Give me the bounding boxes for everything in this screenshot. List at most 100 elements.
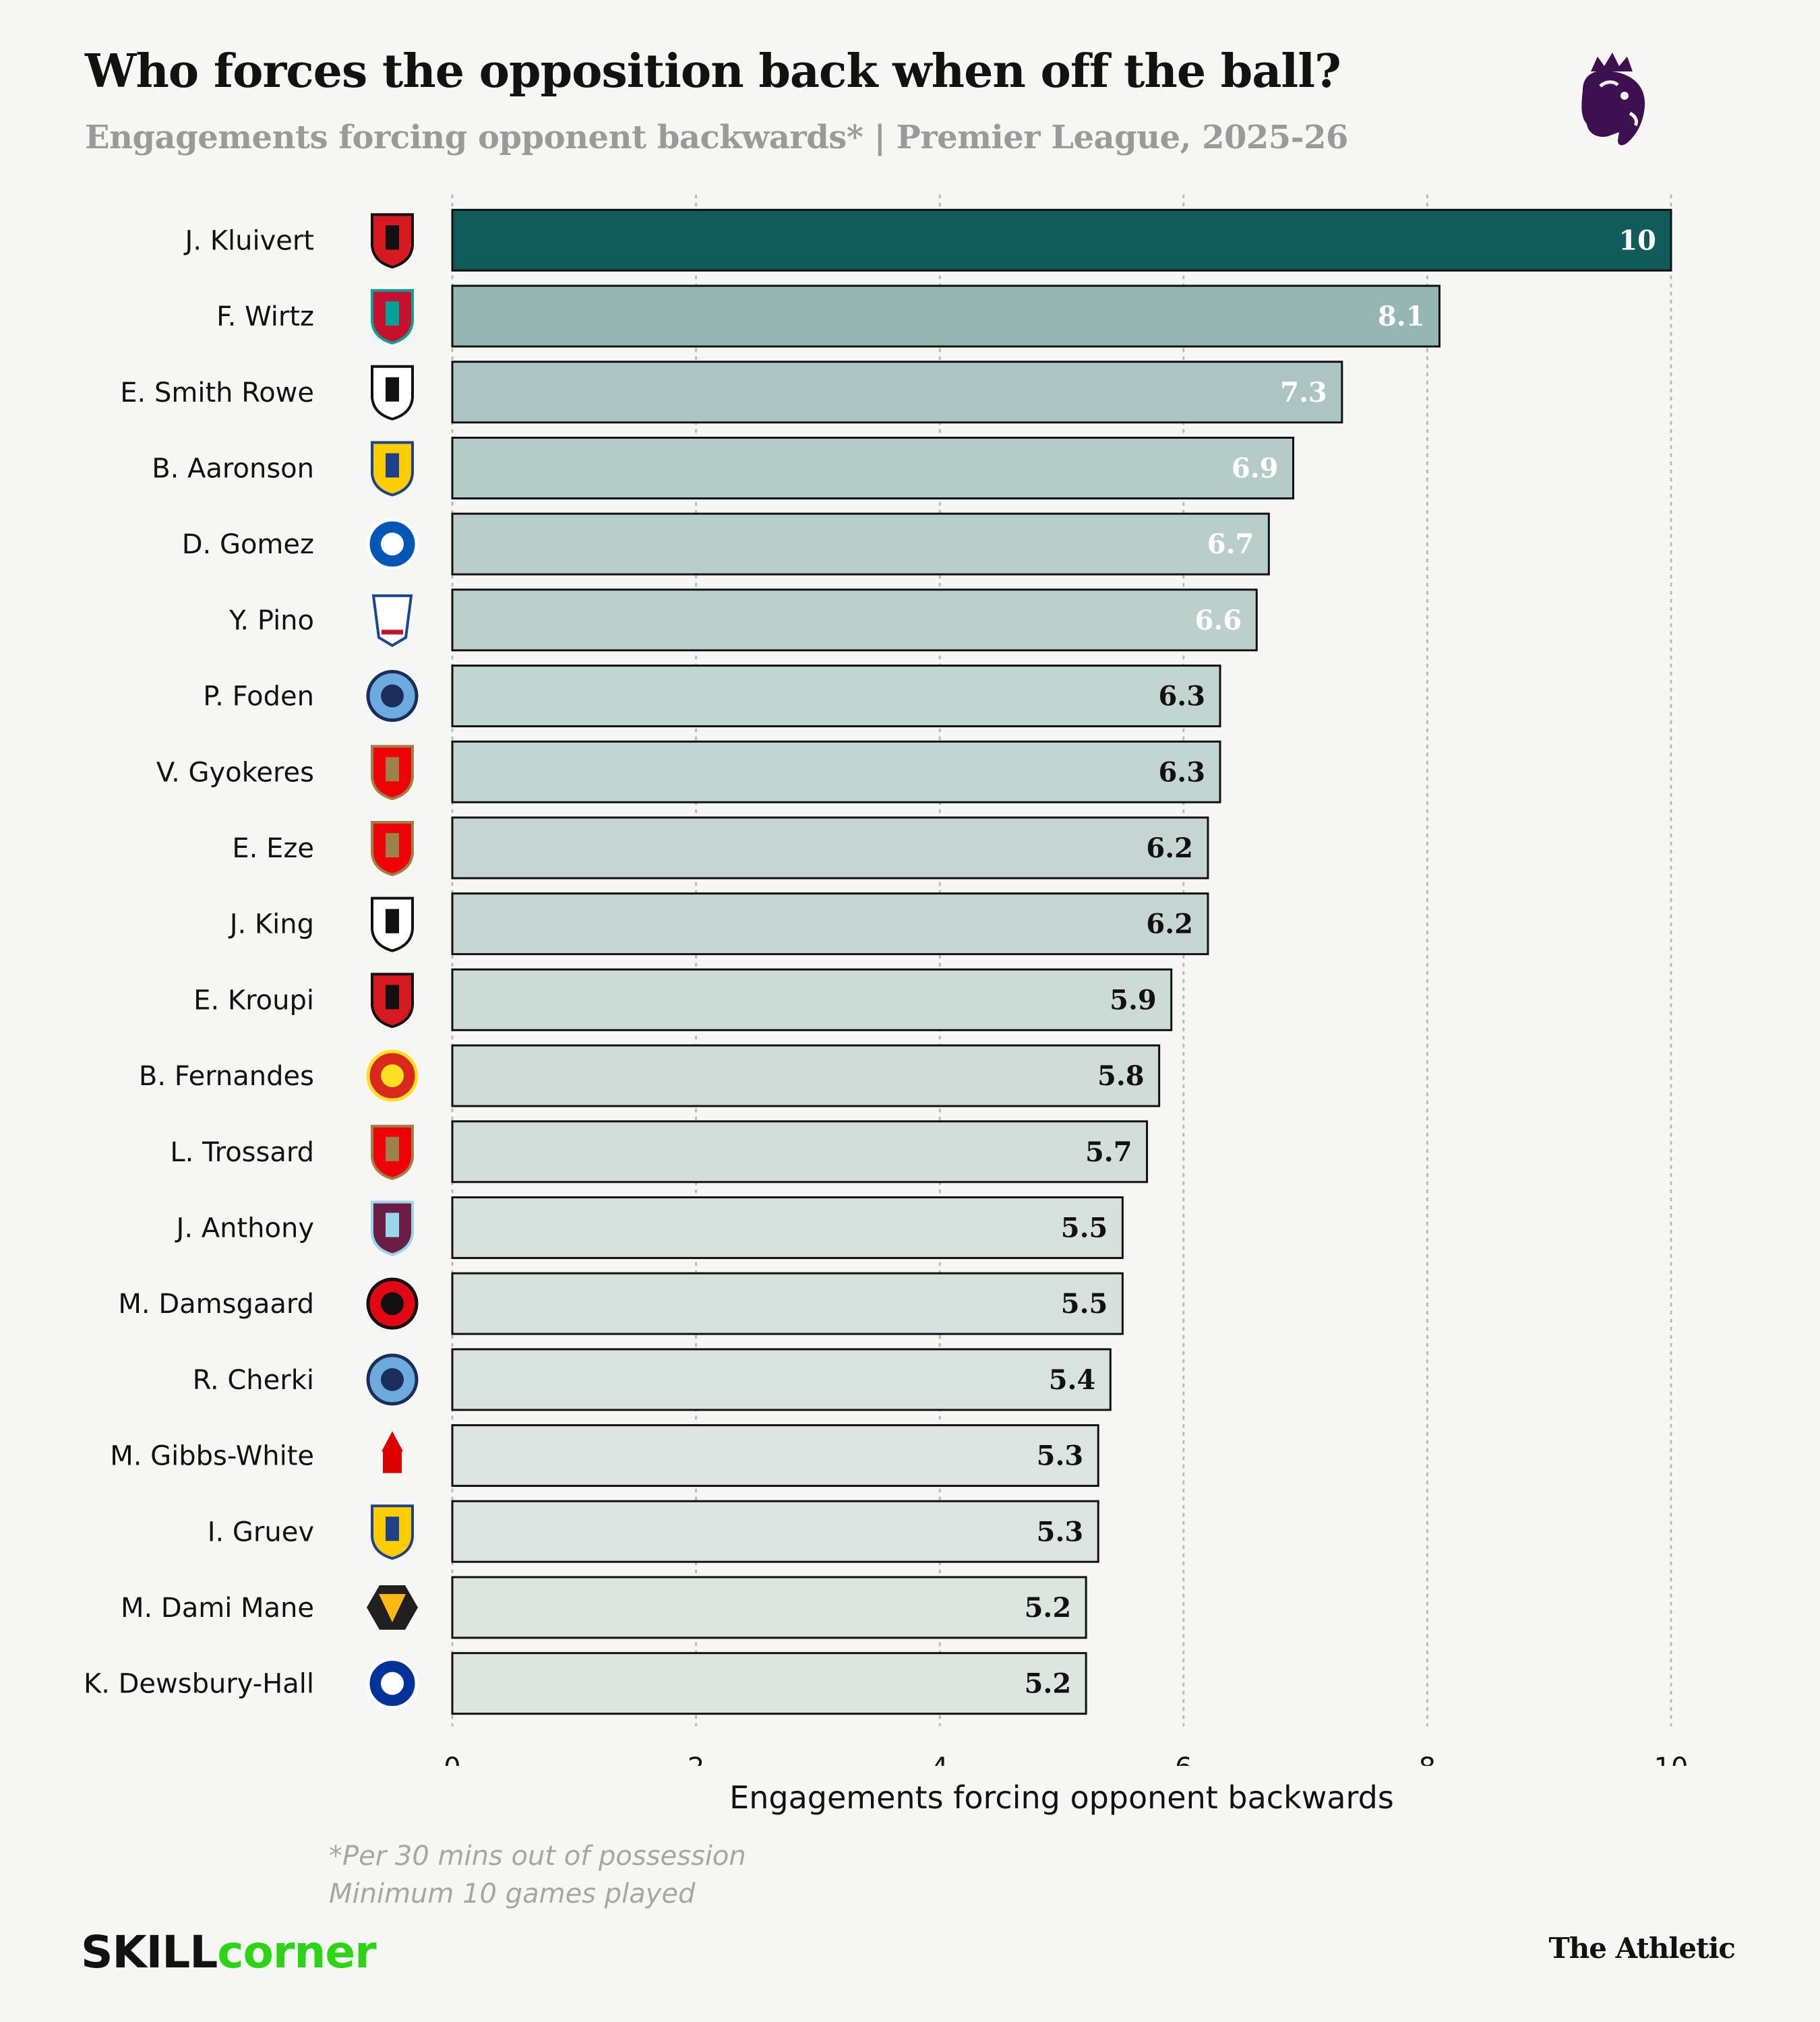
- fulham-crest-icon: [371, 365, 414, 421]
- player-name-label: J. Anthony: [175, 1213, 314, 1244]
- bar: [451, 1652, 1087, 1715]
- leeds-crest-icon: [371, 441, 414, 497]
- footnote: *Per 30 mins out of possession Minimum 1…: [329, 1837, 746, 1913]
- crest-detail: [381, 1368, 404, 1391]
- bar: [451, 1500, 1099, 1563]
- the-athletic-logo: The Athletic: [1548, 1932, 1736, 1965]
- bar: [451, 968, 1173, 1031]
- burnley-crest-icon: [371, 1200, 414, 1256]
- x-tick-label: 6: [1175, 1752, 1192, 1766]
- crest-detail: [381, 532, 404, 556]
- bar: [451, 665, 1221, 728]
- chart-title: Who forces the opposition back when off …: [85, 44, 1341, 98]
- bar-value-label: 5.2: [1025, 1668, 1072, 1700]
- bar-value-label: 5.5: [1061, 1212, 1108, 1244]
- skillcorner-logo-part2: corner: [217, 1926, 376, 1978]
- bar-value-label: 6.6: [1195, 605, 1242, 636]
- bar-value-label: 6.9: [1232, 452, 1279, 484]
- bar-value-label: 5.9: [1110, 984, 1157, 1016]
- bar: [451, 1576, 1087, 1639]
- player-name-label: J. Kluivert: [183, 225, 314, 256]
- crest-detail: [386, 301, 399, 326]
- leeds-crest-icon: [371, 1504, 414, 1560]
- bar: [451, 1424, 1099, 1488]
- crest-detail: [382, 1431, 403, 1452]
- man-united-crest-icon: [366, 1049, 419, 1102]
- x-tick-label: 4: [931, 1752, 948, 1766]
- man-city-crest-icon: [366, 670, 419, 723]
- player-name-label: B. Fernandes: [139, 1061, 314, 1092]
- bar: [451, 512, 1270, 576]
- bar: [451, 740, 1221, 803]
- player-name-label: P. Foden: [203, 681, 314, 712]
- bar-value-label: 5.2: [1025, 1592, 1072, 1624]
- skillcorner-logo: SKILLcorner: [81, 1926, 377, 1978]
- crest-detail: [386, 757, 399, 782]
- crest-detail: [386, 1213, 399, 1237]
- crest-detail: [386, 377, 399, 402]
- player-name-label: E. Eze: [232, 833, 314, 864]
- man-city-crest-icon: [366, 1353, 419, 1406]
- crest-detail: [381, 1064, 404, 1088]
- skillcorner-logo-part1: SKILL: [81, 1926, 218, 1978]
- bar-value-label: 6.3: [1158, 681, 1205, 712]
- nottingham-forest-crest-icon: [382, 1431, 403, 1473]
- player-name-label: M. Damsgaard: [118, 1289, 314, 1320]
- crest-detail: [381, 1292, 404, 1316]
- bar-value-label: 6.2: [1146, 909, 1193, 940]
- x-axis-title: Engagements forcing opponent backwards: [729, 1779, 1394, 1816]
- bar-value-label: 5.3: [1037, 1440, 1084, 1472]
- arsenal-crest-icon: [371, 745, 414, 801]
- bar: [451, 284, 1440, 348]
- bar: [451, 1272, 1124, 1335]
- arsenal-crest-icon: [371, 1124, 414, 1180]
- crest-detail: [379, 1593, 406, 1622]
- bar-value-label: 6.7: [1207, 528, 1254, 560]
- bar: [451, 816, 1209, 880]
- player-name-label: L. Trossard: [170, 1137, 314, 1168]
- bar-value-label: 5.3: [1037, 1516, 1084, 1548]
- wolves-crest-icon: [367, 1585, 418, 1630]
- chart-subtitle: Engagements forcing opponent backwards* …: [85, 119, 1348, 156]
- liverpool-crest-icon: [371, 289, 414, 345]
- x-tick-label: 8: [1419, 1752, 1436, 1766]
- player-name-label: B. Aaronson: [152, 453, 314, 484]
- x-tick-label: 2: [688, 1752, 704, 1766]
- everton-crest-icon: [366, 1657, 419, 1710]
- player-name-label: D. Gomez: [182, 529, 314, 560]
- bar: [451, 436, 1295, 499]
- premier-league-lion-icon: [1581, 53, 1645, 146]
- bar: [451, 1044, 1161, 1107]
- footnote-line-1: *Per 30 mins out of possession: [329, 1841, 746, 1872]
- crest-detail: [386, 225, 399, 250]
- player-name-label: Y. Pino: [229, 605, 314, 636]
- bar-value-label: 6.2: [1146, 832, 1193, 864]
- bar-value-label: 7.3: [1280, 377, 1327, 408]
- crystal-palace-crest-icon: [371, 594, 413, 648]
- bar: [451, 588, 1258, 652]
- player-name-label: K. Dewsbury-Hall: [84, 1669, 314, 1700]
- crest-detail: [386, 1516, 399, 1541]
- bar: [451, 208, 1672, 272]
- x-tick-label: 0: [444, 1752, 460, 1766]
- player-name-label: M. Gibbs-White: [110, 1441, 314, 1472]
- brentford-crest-icon: [366, 1277, 419, 1330]
- bar-value-label: 5.5: [1061, 1288, 1108, 1320]
- player-name-label: R. Cherki: [193, 1365, 314, 1396]
- crest-detail: [386, 985, 399, 1010]
- player-name-label: V. Gyokeres: [156, 757, 314, 788]
- player-name-label: F. Wirtz: [216, 301, 314, 332]
- bournemouth-crest-icon: [371, 213, 414, 269]
- crest-detail: [386, 1136, 399, 1161]
- bar-value-label: 5.4: [1049, 1364, 1096, 1396]
- bar: [451, 1196, 1124, 1259]
- bar-value-label: 5.8: [1097, 1060, 1145, 1092]
- crest-detail: [386, 832, 399, 857]
- crest-detail: [386, 909, 399, 933]
- player-name-label: E. Smith Rowe: [120, 377, 314, 408]
- bar: [451, 1120, 1149, 1184]
- bar: [451, 361, 1343, 424]
- crest-shape: [383, 1450, 402, 1473]
- bar: [451, 1348, 1112, 1411]
- bar: [451, 892, 1209, 956]
